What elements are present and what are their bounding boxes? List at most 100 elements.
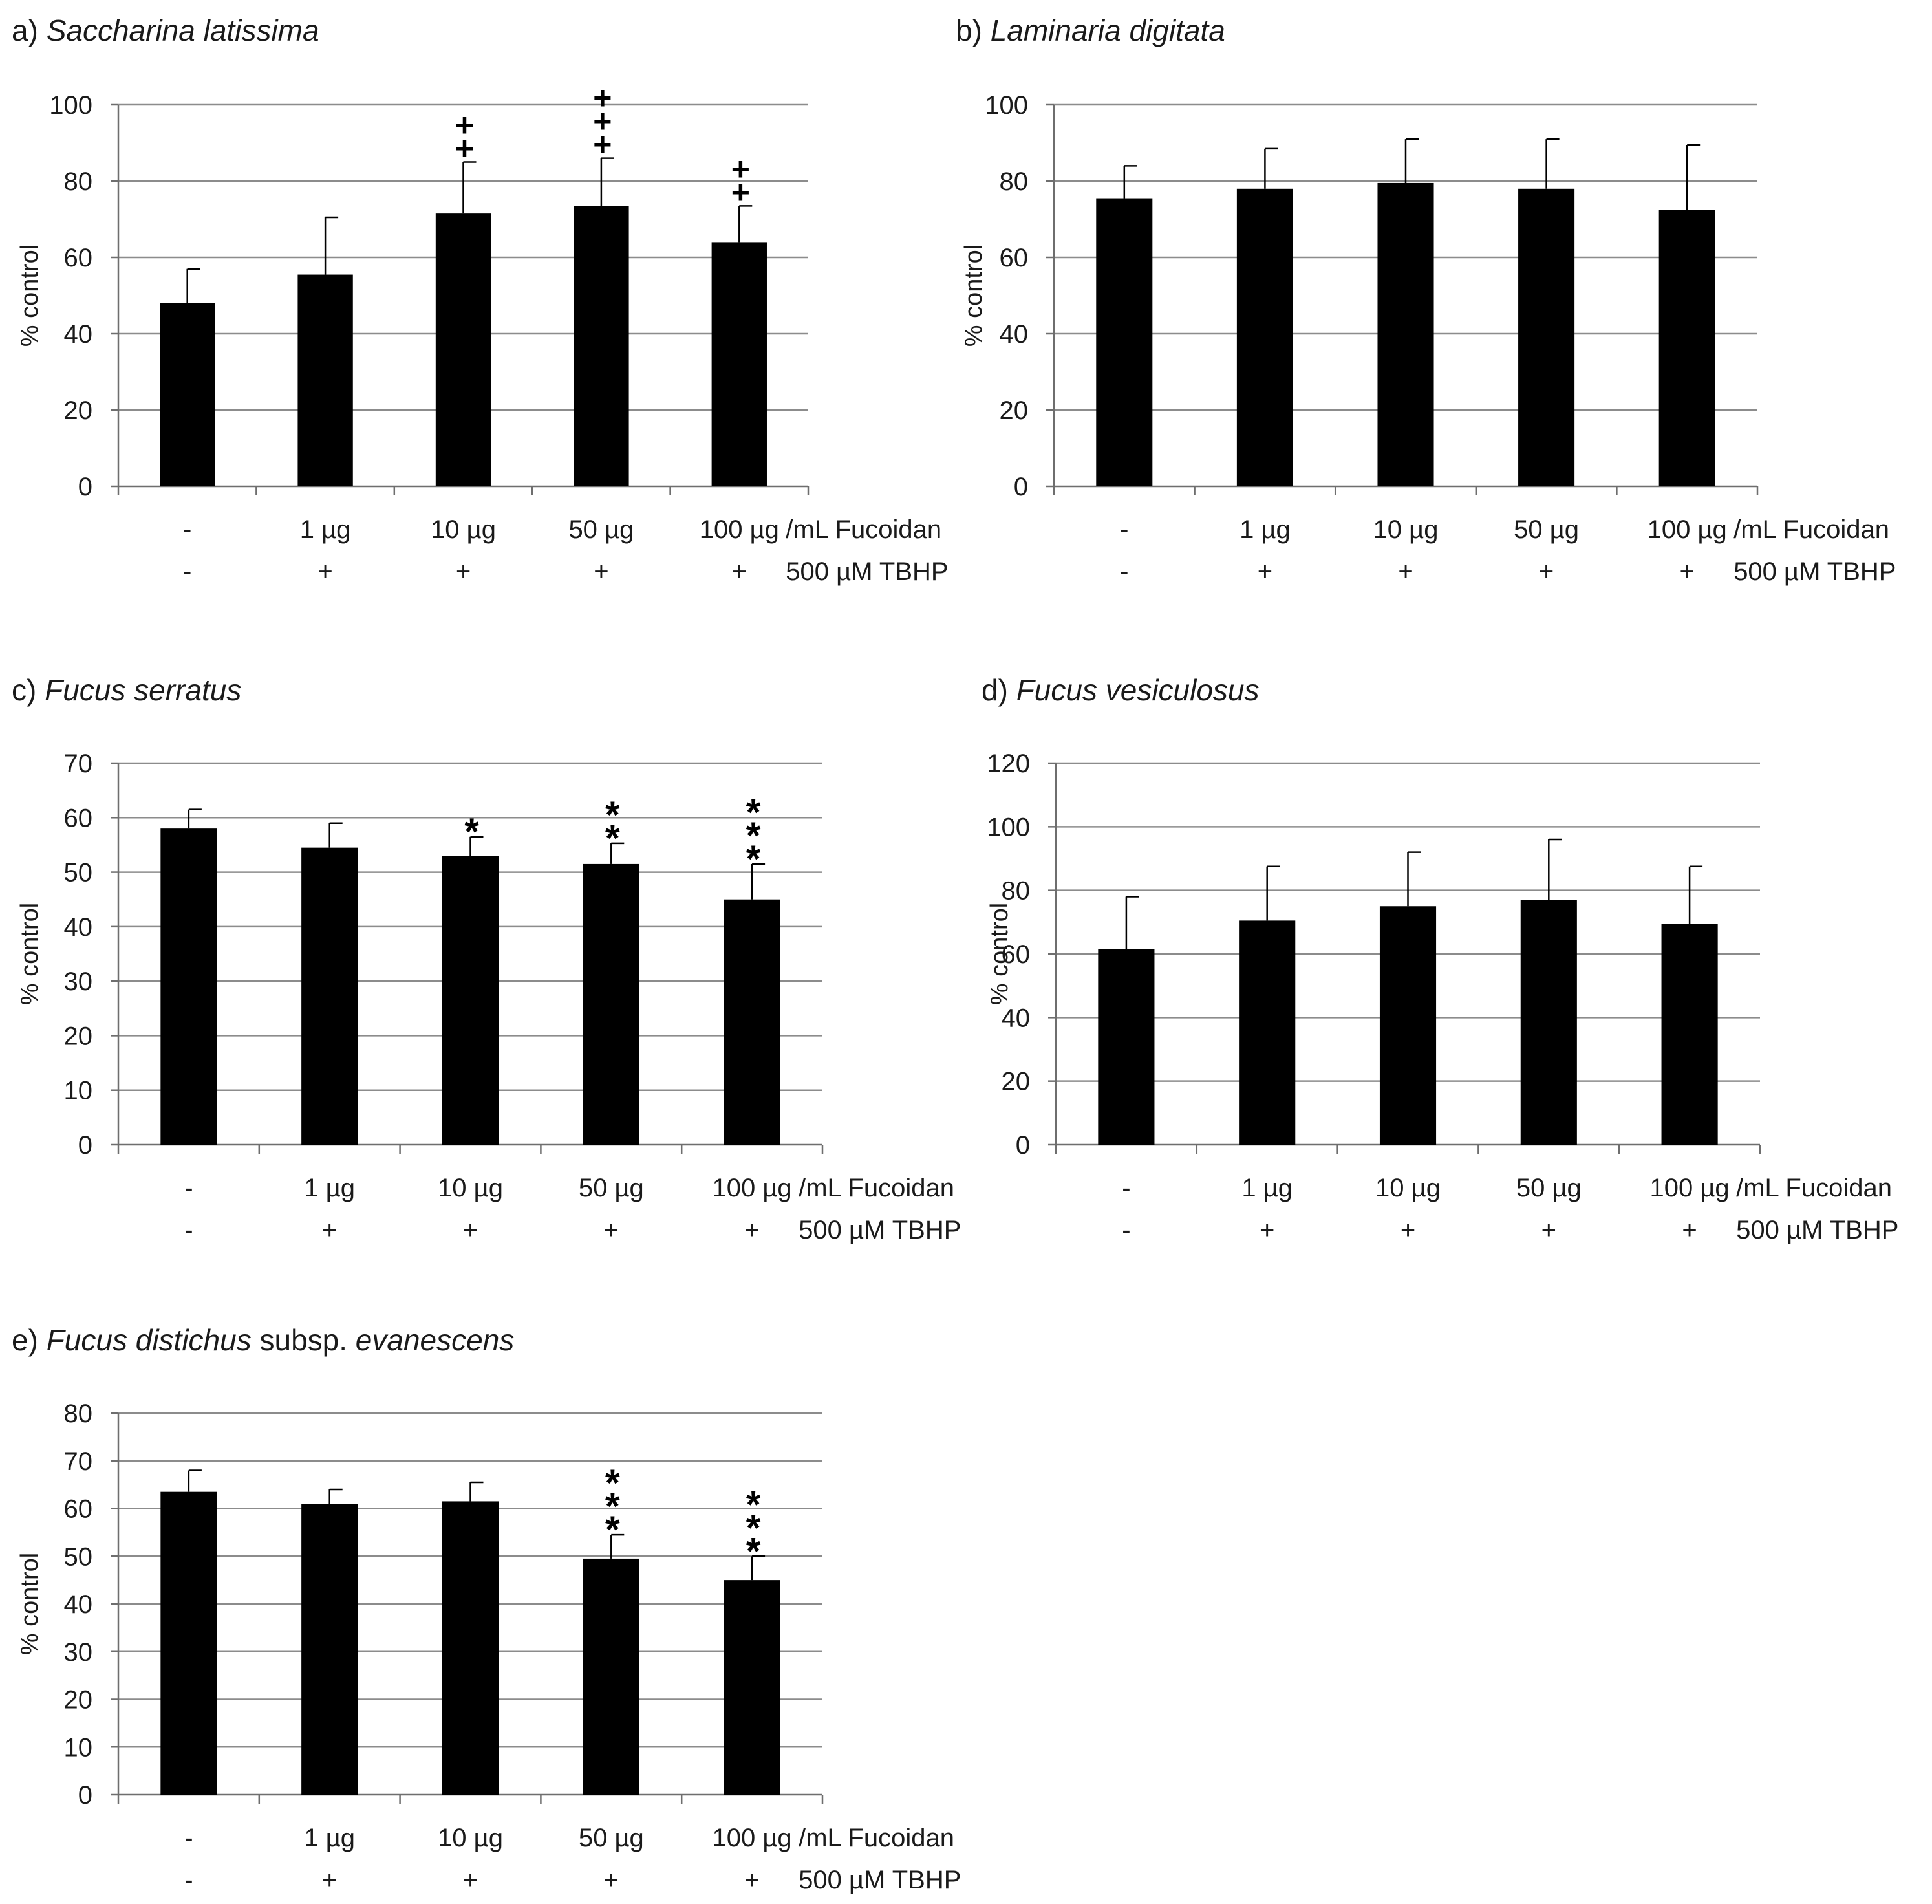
c-ytick-label-7: 70	[64, 750, 93, 778]
panel-a-species: Saccharina latissima	[46, 14, 319, 47]
c-bar-1	[301, 847, 358, 1145]
b-bar-1	[1236, 188, 1293, 486]
d-ytick-label-4: 80	[1002, 877, 1031, 905]
b-bar-4	[1658, 210, 1715, 486]
c-bar-2	[442, 856, 499, 1145]
c-tbhp-row-label: 500 µM TBHP	[799, 1216, 961, 1244]
a-category-label-4: 100 µg	[700, 515, 779, 544]
a-bar-1	[297, 274, 353, 486]
panel-a: a) Saccharina latissima 0 20 40 60 80 100 % co…	[0, 13, 970, 608]
a-ytick-label-5: 100	[49, 91, 92, 120]
a-sig-marker-4-0: +	[731, 174, 750, 210]
a-tbhp-label-4: +	[732, 557, 747, 586]
e-bar-2	[442, 1501, 499, 1795]
c-category-label-0: -	[184, 1174, 193, 1202]
a-category-label-1: 1 µg	[300, 515, 351, 544]
panel-e-species: Fucus distichus	[46, 1323, 252, 1357]
b-tbhp-row-label: 500 µM TBHP	[1733, 557, 1896, 586]
c-sig-marker-3-0: *	[605, 817, 620, 860]
b-bar-0	[1096, 198, 1153, 486]
e-fucoidan-unit: /mL Fucoidan	[799, 1824, 954, 1852]
b-ytick-label-4: 80	[1000, 168, 1029, 196]
b-bar-3	[1518, 188, 1575, 486]
b-category-label-0: -	[1120, 515, 1128, 544]
e-tbhp-label-4: +	[744, 1866, 759, 1894]
e-bar-0	[160, 1491, 217, 1795]
c-sig-marker-2-0: *	[464, 811, 479, 853]
chart-b: 0 20 40 60 80 100 % control - - 1 µg +10 µg +50 µg +…	[960, 91, 1896, 586]
d-ytick-label-3: 60	[1002, 940, 1031, 969]
a-bar-3	[574, 206, 629, 486]
panel-e-subspecies: evanescens	[355, 1323, 515, 1357]
d-ytick-label-6: 120	[987, 750, 1030, 778]
e-category-label-0: -	[184, 1824, 193, 1852]
d-category-label-1: 1 µg	[1241, 1174, 1293, 1202]
e-category-label-1: 1 µg	[304, 1824, 355, 1852]
d-bar-4	[1661, 924, 1718, 1145]
b-ytick-label-3: 60	[1000, 244, 1029, 272]
e-ytick-label-2: 20	[64, 1686, 93, 1715]
b-tbhp-label-4: +	[1680, 557, 1695, 586]
a-sig-marker-2-1: +	[455, 107, 474, 144]
c-ytick-label-4: 40	[64, 913, 93, 942]
b-tbhp-label-3: +	[1539, 557, 1554, 586]
e-sig-marker-3-0: *	[605, 1509, 620, 1551]
b-ytick-label-5: 100	[985, 91, 1028, 120]
d-tbhp-label-2: +	[1401, 1216, 1415, 1244]
a-sig-marker-4-1: +	[731, 151, 750, 187]
e-tbhp-row-label: 500 µM TBHP	[799, 1866, 961, 1894]
c-tbhp-label-0: -	[184, 1216, 193, 1244]
d-bar-0	[1098, 949, 1155, 1145]
d-category-label-0: -	[1122, 1174, 1130, 1202]
e-tbhp-label-2: +	[463, 1866, 478, 1894]
e-sig-marker-3-2: *	[605, 1462, 620, 1504]
a-tbhp-label-0: -	[183, 557, 191, 586]
d-bar-2	[1379, 906, 1437, 1145]
d-ylabel: % control	[986, 903, 1013, 1005]
e-tbhp-label-1: +	[322, 1866, 337, 1894]
c-fucoidan-unit: /mL Fucoidan	[799, 1174, 954, 1202]
a-ytick-label-3: 60	[64, 244, 93, 272]
chart-d: 0 20 40 60 80 100 120 % control - - 1 µg +10 µg +50 …	[986, 750, 1898, 1244]
c-bar-4	[724, 899, 780, 1145]
d-tbhp-label-0: -	[1122, 1216, 1130, 1244]
a-fucoidan-unit: /mL Fucoidan	[786, 515, 941, 544]
c-tbhp-label-2: +	[463, 1216, 478, 1244]
panel-a-title: a) Saccharina latissima	[12, 13, 319, 48]
panel-d-species: Fucus vesiculosus	[1016, 673, 1260, 707]
c-ytick-label-0: 0	[78, 1131, 92, 1160]
a-tbhp-label-2: +	[456, 557, 471, 586]
c-sig-marker-4-1: *	[746, 815, 761, 857]
panel-d: d) Fucus vesiculosus 0 20 40 60 80 100 120 % co…	[970, 673, 1932, 1268]
b-category-label-4: 100 µg	[1648, 515, 1727, 544]
e-ylabel: % control	[16, 1553, 43, 1655]
panel-b-title: b) Laminaria digitata	[956, 13, 1225, 48]
e-category-label-2: 10 µg	[438, 1824, 503, 1852]
panel-d-label: d)	[982, 673, 1008, 707]
b-ylabel: % control	[960, 244, 987, 347]
e-bar-3	[583, 1558, 639, 1795]
panel-b: b) Laminaria digitata 0 20 40 60 80 100 % cont…	[944, 13, 1932, 608]
panel-c-species: Fucus serratus	[45, 673, 242, 707]
a-category-label-3: 50 µg	[568, 515, 634, 544]
b-ytick-label-2: 40	[1000, 320, 1029, 349]
b-category-label-3: 50 µg	[1514, 515, 1579, 544]
e-sig-marker-4-1: *	[746, 1507, 761, 1549]
e-sig-marker-4-2: *	[746, 1484, 761, 1526]
c-ytick-label-6: 60	[64, 804, 93, 832]
a-bar-4	[711, 242, 767, 486]
c-sig-marker-4-0: *	[746, 838, 761, 880]
a-category-label-2: 10 µg	[431, 515, 496, 544]
e-ytick-label-5: 50	[64, 1542, 93, 1571]
d-ytick-label-0: 0	[1016, 1131, 1030, 1160]
a-ylabel: % control	[16, 244, 43, 347]
b-tbhp-label-2: +	[1398, 557, 1413, 586]
a-tbhp-label-3: +	[594, 557, 608, 586]
d-ytick-label-2: 40	[1002, 1004, 1031, 1032]
e-bar-4	[724, 1580, 780, 1795]
a-ytick-label-0: 0	[78, 473, 92, 501]
panel-e-title: e) Fucus distichus subsp. evanescens	[12, 1323, 514, 1358]
a-tbhp-row-label: 500 µM TBHP	[786, 557, 948, 586]
